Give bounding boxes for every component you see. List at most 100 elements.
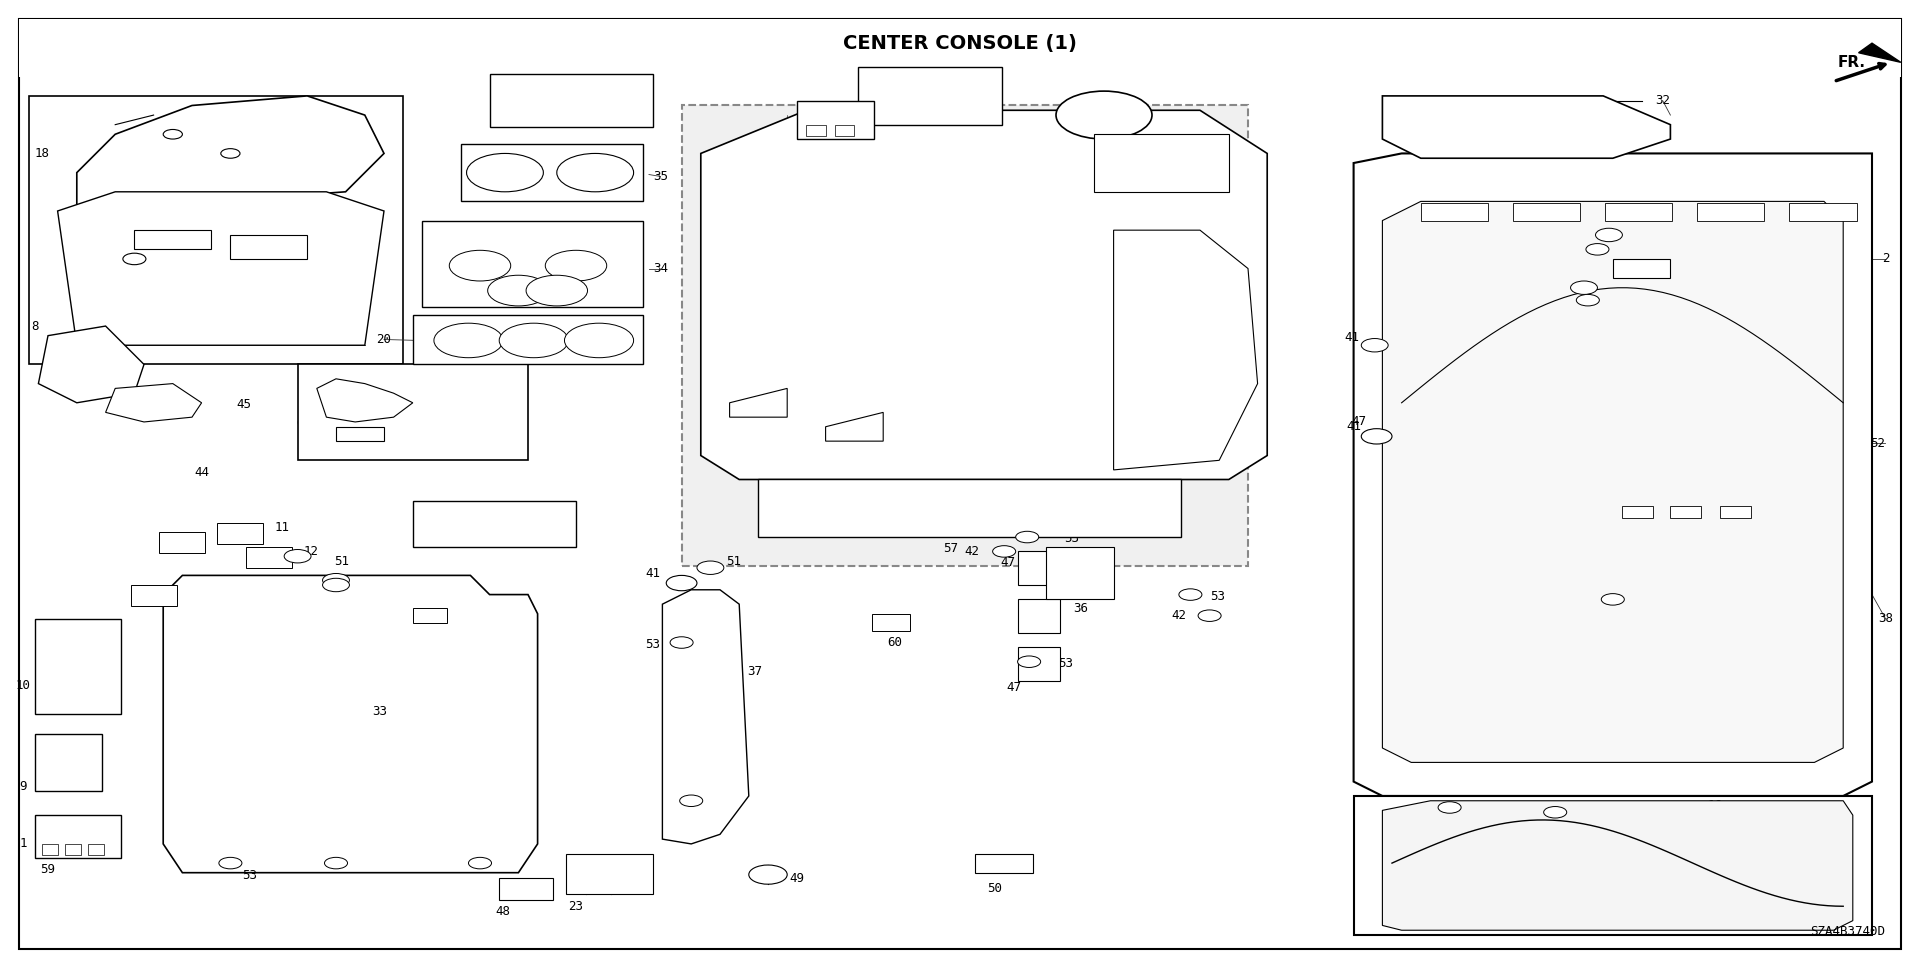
- Circle shape: [449, 250, 511, 281]
- Text: 2: 2: [1882, 252, 1889, 266]
- Text: 51: 51: [726, 555, 741, 569]
- Bar: [230, 235, 307, 259]
- Text: 11: 11: [275, 521, 290, 534]
- Text: 47: 47: [1000, 556, 1016, 570]
- Text: 42: 42: [1640, 590, 1655, 603]
- Circle shape: [670, 637, 693, 648]
- Text: 45: 45: [236, 398, 252, 411]
- Circle shape: [1586, 244, 1609, 255]
- Text: 41: 41: [645, 567, 660, 580]
- Text: 53: 53: [1064, 532, 1079, 546]
- Text: 42: 42: [1624, 243, 1640, 256]
- Bar: [1421, 203, 1488, 221]
- Circle shape: [324, 857, 348, 869]
- Text: 25: 25: [267, 238, 282, 251]
- Bar: [19, 19, 1901, 77]
- Text: 43: 43: [1795, 276, 1811, 290]
- Text: 32: 32: [1655, 94, 1670, 107]
- Bar: [65, 844, 81, 855]
- Circle shape: [434, 323, 503, 358]
- Text: 42: 42: [964, 545, 979, 558]
- Text: 53: 53: [876, 494, 891, 507]
- Polygon shape: [1859, 43, 1901, 62]
- Text: 48: 48: [495, 904, 511, 918]
- Bar: [42, 844, 58, 855]
- Bar: [1513, 203, 1580, 221]
- Bar: [29, 96, 403, 364]
- Bar: [131, 585, 177, 606]
- Text: 30: 30: [1596, 509, 1611, 523]
- Bar: [1046, 547, 1114, 599]
- Text: 50: 50: [987, 881, 1002, 895]
- Bar: [422, 221, 643, 307]
- Text: 44: 44: [194, 466, 209, 480]
- Polygon shape: [77, 96, 384, 211]
- Circle shape: [680, 795, 703, 807]
- Text: 55: 55: [117, 252, 132, 266]
- Text: 59: 59: [40, 863, 56, 877]
- Circle shape: [467, 153, 543, 192]
- Text: 42: 42: [1615, 293, 1630, 307]
- Text: CENTER CONSOLE (1): CENTER CONSOLE (1): [843, 34, 1077, 53]
- Circle shape: [1571, 281, 1597, 294]
- Text: 53: 53: [645, 638, 660, 651]
- Text: 40: 40: [430, 614, 445, 627]
- Text: 29: 29: [1231, 343, 1246, 357]
- Text: 34: 34: [653, 262, 668, 275]
- Text: 35: 35: [653, 170, 668, 183]
- Bar: [1018, 551, 1060, 585]
- Circle shape: [1179, 589, 1202, 600]
- Circle shape: [219, 857, 242, 869]
- Circle shape: [163, 129, 182, 139]
- Circle shape: [697, 561, 724, 574]
- Bar: [797, 101, 874, 139]
- Bar: [499, 878, 553, 900]
- Circle shape: [1596, 228, 1622, 242]
- Text: 59: 59: [424, 427, 440, 440]
- Text: 46: 46: [1692, 526, 1707, 539]
- Bar: [1720, 506, 1751, 518]
- Text: 17: 17: [1707, 828, 1722, 841]
- Polygon shape: [38, 326, 144, 403]
- Bar: [246, 547, 292, 568]
- Bar: [217, 523, 263, 544]
- Text: 19: 19: [924, 84, 939, 98]
- Circle shape: [323, 578, 349, 592]
- Circle shape: [1576, 294, 1599, 306]
- Polygon shape: [662, 590, 749, 844]
- Text: 33: 33: [372, 705, 388, 718]
- Polygon shape: [1382, 201, 1843, 762]
- Circle shape: [1601, 594, 1624, 605]
- Text: SZA4B3740D: SZA4B3740D: [1811, 924, 1885, 938]
- Bar: [975, 854, 1033, 873]
- Text: 20: 20: [376, 333, 392, 346]
- Text: 41: 41: [1417, 802, 1432, 815]
- Bar: [1670, 506, 1701, 518]
- Text: 37: 37: [747, 665, 762, 678]
- Bar: [413, 608, 447, 623]
- Text: 10: 10: [15, 679, 31, 692]
- Text: 27: 27: [707, 233, 722, 246]
- Bar: [1018, 647, 1060, 681]
- Bar: [1789, 203, 1857, 221]
- Circle shape: [1016, 531, 1039, 543]
- Circle shape: [1361, 339, 1388, 352]
- Text: 21: 21: [482, 518, 497, 531]
- Bar: [1094, 134, 1229, 192]
- Circle shape: [545, 250, 607, 281]
- Circle shape: [557, 153, 634, 192]
- Text: 53: 53: [703, 339, 718, 352]
- Polygon shape: [730, 388, 787, 417]
- Bar: [806, 125, 826, 136]
- Text: 42: 42: [1567, 805, 1582, 818]
- Bar: [413, 315, 643, 364]
- Bar: [1697, 203, 1764, 221]
- Text: 52: 52: [1870, 436, 1885, 450]
- Circle shape: [564, 323, 634, 358]
- Bar: [336, 427, 384, 441]
- Text: 45: 45: [415, 388, 430, 402]
- Text: 54: 54: [1663, 520, 1678, 533]
- Text: 13: 13: [699, 394, 714, 408]
- Bar: [1060, 113, 1148, 153]
- Bar: [566, 854, 653, 894]
